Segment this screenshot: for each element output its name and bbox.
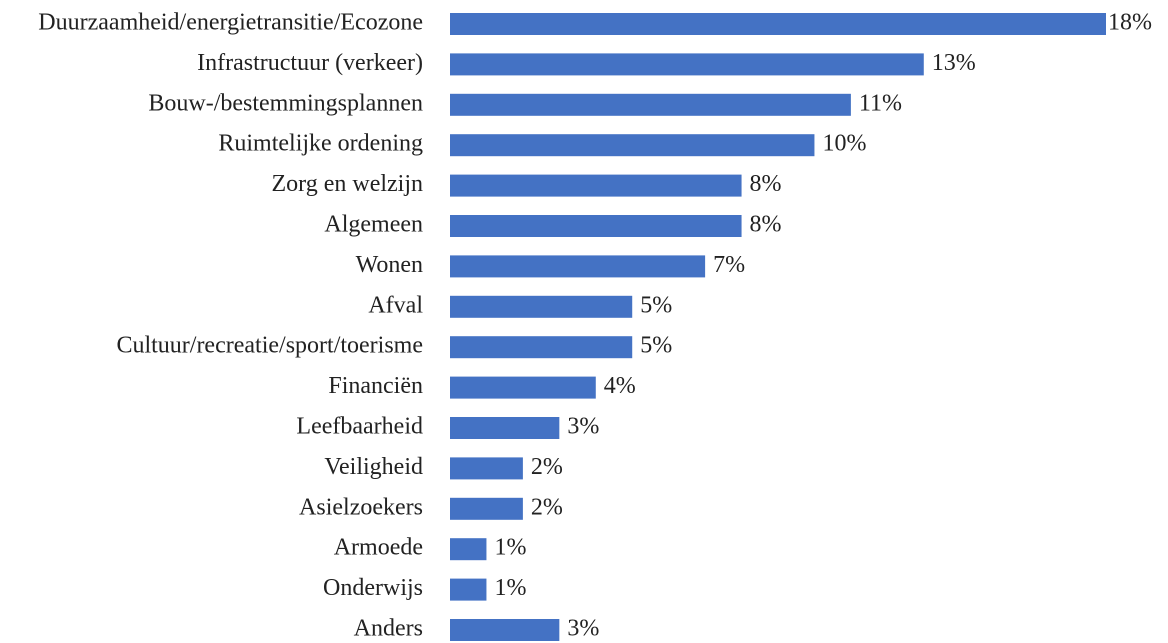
value-label: 10% bbox=[822, 131, 866, 157]
category-label: Duurzaamheid/energietransitie/Ecozone bbox=[38, 10, 423, 36]
category-label: Infrastructuur (verkeer) bbox=[197, 50, 423, 76]
bar bbox=[450, 134, 815, 157]
bar bbox=[450, 295, 633, 318]
value-label: 3% bbox=[567, 616, 599, 642]
bar bbox=[450, 255, 706, 278]
bar bbox=[450, 376, 596, 399]
value-label: 2% bbox=[531, 494, 563, 520]
category-label: Bouw-/bestemmingsplannen bbox=[148, 90, 423, 116]
category-label: Cultuur/recreatie/sport/toerisme bbox=[116, 333, 423, 359]
value-label: 4% bbox=[604, 373, 636, 399]
value-label: 18% bbox=[1108, 10, 1152, 36]
category-label: Algemeen bbox=[324, 212, 423, 238]
value-label: 7% bbox=[713, 252, 745, 278]
bar bbox=[450, 13, 1106, 35]
bar bbox=[450, 215, 742, 237]
value-label: 5% bbox=[640, 333, 672, 359]
value-label: 2% bbox=[531, 454, 563, 480]
category-label: Ruimtelijke ordening bbox=[218, 131, 423, 157]
bar bbox=[450, 174, 742, 197]
category-label: Leefbaarheid bbox=[296, 414, 423, 440]
value-label: 3% bbox=[567, 414, 599, 440]
value-label: 5% bbox=[640, 292, 672, 318]
category-label: Zorg en welzijn bbox=[271, 171, 423, 197]
category-label: Wonen bbox=[356, 252, 423, 278]
bar bbox=[450, 578, 487, 601]
category-label: Afval bbox=[368, 292, 423, 318]
category-label: Anders bbox=[354, 616, 423, 642]
value-label: 1% bbox=[494, 575, 526, 601]
value-label: 13% bbox=[932, 50, 976, 76]
category-label: Asielzoekers bbox=[299, 494, 423, 520]
bar bbox=[450, 619, 560, 641]
value-label: 11% bbox=[859, 90, 902, 116]
bar bbox=[450, 336, 633, 359]
category-label: Armoede bbox=[334, 535, 423, 561]
bar bbox=[450, 538, 487, 561]
bar bbox=[450, 53, 924, 76]
value-label: 1% bbox=[494, 535, 526, 561]
value-label: 8% bbox=[750, 171, 782, 197]
bar bbox=[450, 497, 523, 520]
category-label: Onderwijs bbox=[323, 575, 423, 601]
category-label: Veiligheid bbox=[324, 454, 423, 480]
bar bbox=[450, 417, 560, 439]
bar bbox=[450, 93, 851, 116]
category-label: Financiën bbox=[328, 373, 423, 399]
bar bbox=[450, 457, 523, 480]
value-label: 8% bbox=[750, 212, 782, 238]
